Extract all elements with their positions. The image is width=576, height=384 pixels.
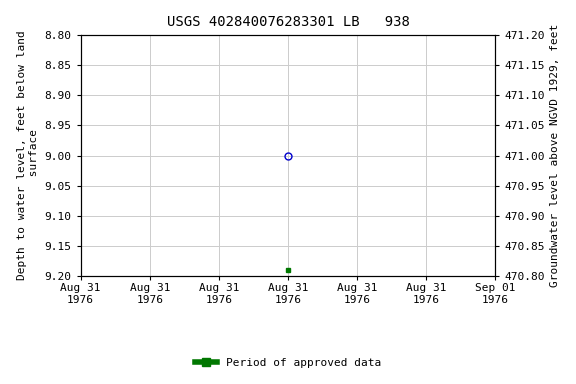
Legend: Period of approved data: Period of approved data — [191, 354, 385, 372]
Y-axis label: Depth to water level, feet below land
 surface: Depth to water level, feet below land su… — [17, 31, 39, 280]
Y-axis label: Groundwater level above NGVD 1929, feet: Groundwater level above NGVD 1929, feet — [551, 24, 560, 287]
Title: USGS 402840076283301 LB   938: USGS 402840076283301 LB 938 — [166, 15, 410, 29]
